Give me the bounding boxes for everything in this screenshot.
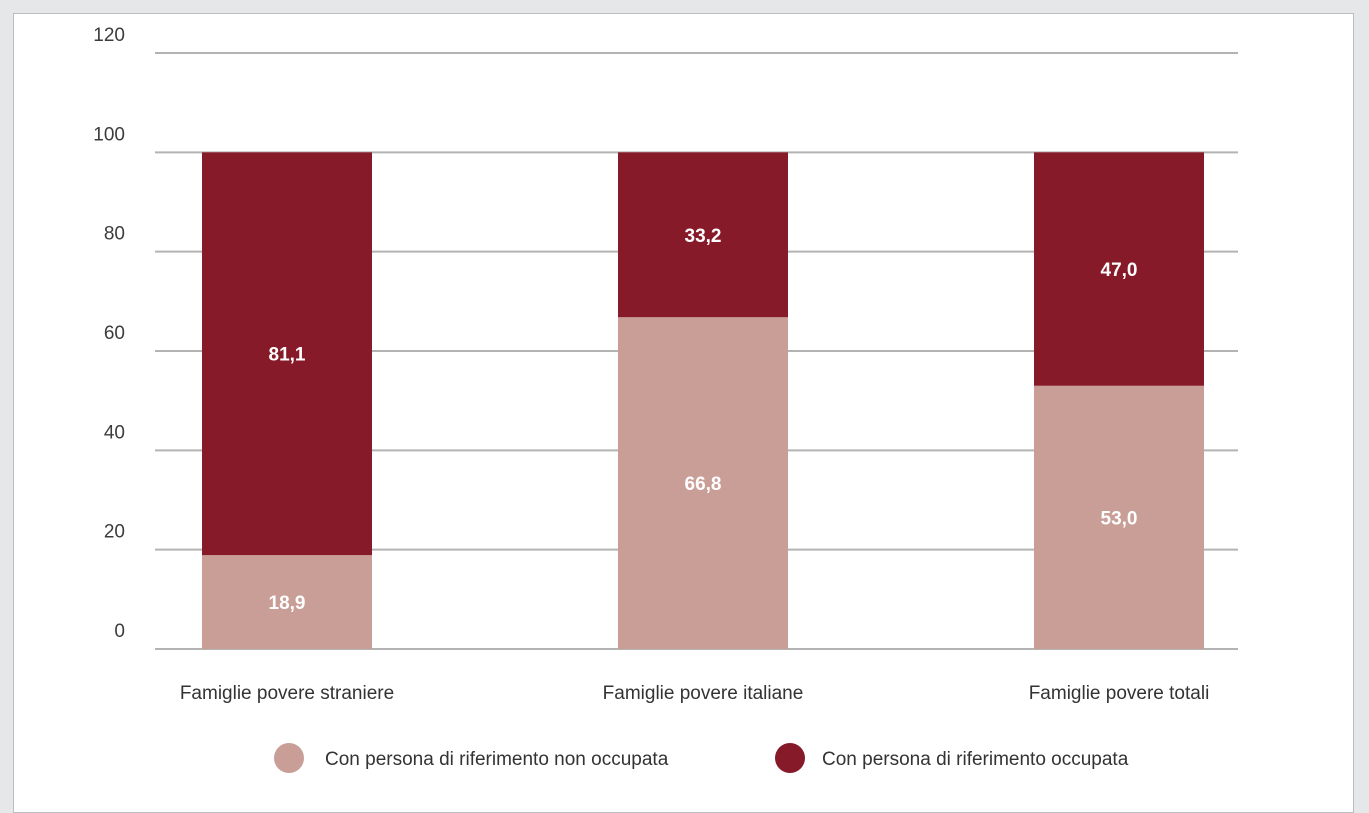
y-tick-label: 0 — [114, 621, 125, 642]
bar-segment — [618, 152, 788, 318]
y-tick-label: 60 — [104, 323, 125, 344]
y-tick-label: 120 — [93, 25, 125, 46]
bar-segment — [1034, 385, 1204, 649]
bar-segment — [202, 555, 372, 649]
legend-swatch — [274, 743, 304, 773]
data-label: 66,8 — [685, 474, 722, 495]
legend-label: Con persona di riferimento non occupata — [325, 749, 669, 770]
x-category-label: Famiglie povere italiane — [603, 683, 804, 704]
stacked-bar-chart: 0 20 40 60 80 100 120 18,9 81,1 66,8 33,2 53,0 47,0… — [93, 25, 1238, 773]
legend: Con persona di riferimento non occupata C… — [274, 743, 1129, 773]
data-labels: 18,9 81,1 66,8 33,2 53,0 47,0 — [269, 226, 1138, 614]
bar-segment — [202, 152, 372, 556]
data-label: 53,0 — [1101, 508, 1138, 529]
legend-label: Con persona di riferimento occupata — [822, 749, 1129, 770]
data-label: 18,9 — [269, 593, 306, 614]
data-label: 47,0 — [1101, 260, 1138, 281]
x-category-label: Famiglie povere totali — [1029, 683, 1210, 704]
data-label: 81,1 — [269, 345, 306, 366]
bars — [202, 152, 1204, 649]
y-tick-label: 80 — [104, 224, 125, 245]
y-axis-ticks: 0 20 40 60 80 100 120 — [93, 25, 125, 642]
bar-segment — [618, 317, 788, 649]
x-category-label: Famiglie povere straniere — [180, 683, 394, 704]
bar-segment — [1034, 152, 1204, 386]
y-tick-label: 100 — [93, 124, 125, 145]
y-tick-label: 40 — [104, 422, 125, 443]
legend-swatch — [775, 743, 805, 773]
data-label: 33,2 — [685, 226, 722, 247]
y-tick-label: 20 — [104, 522, 125, 543]
x-axis-categories: Famiglie povere straniere Famiglie povere… — [180, 683, 1209, 704]
